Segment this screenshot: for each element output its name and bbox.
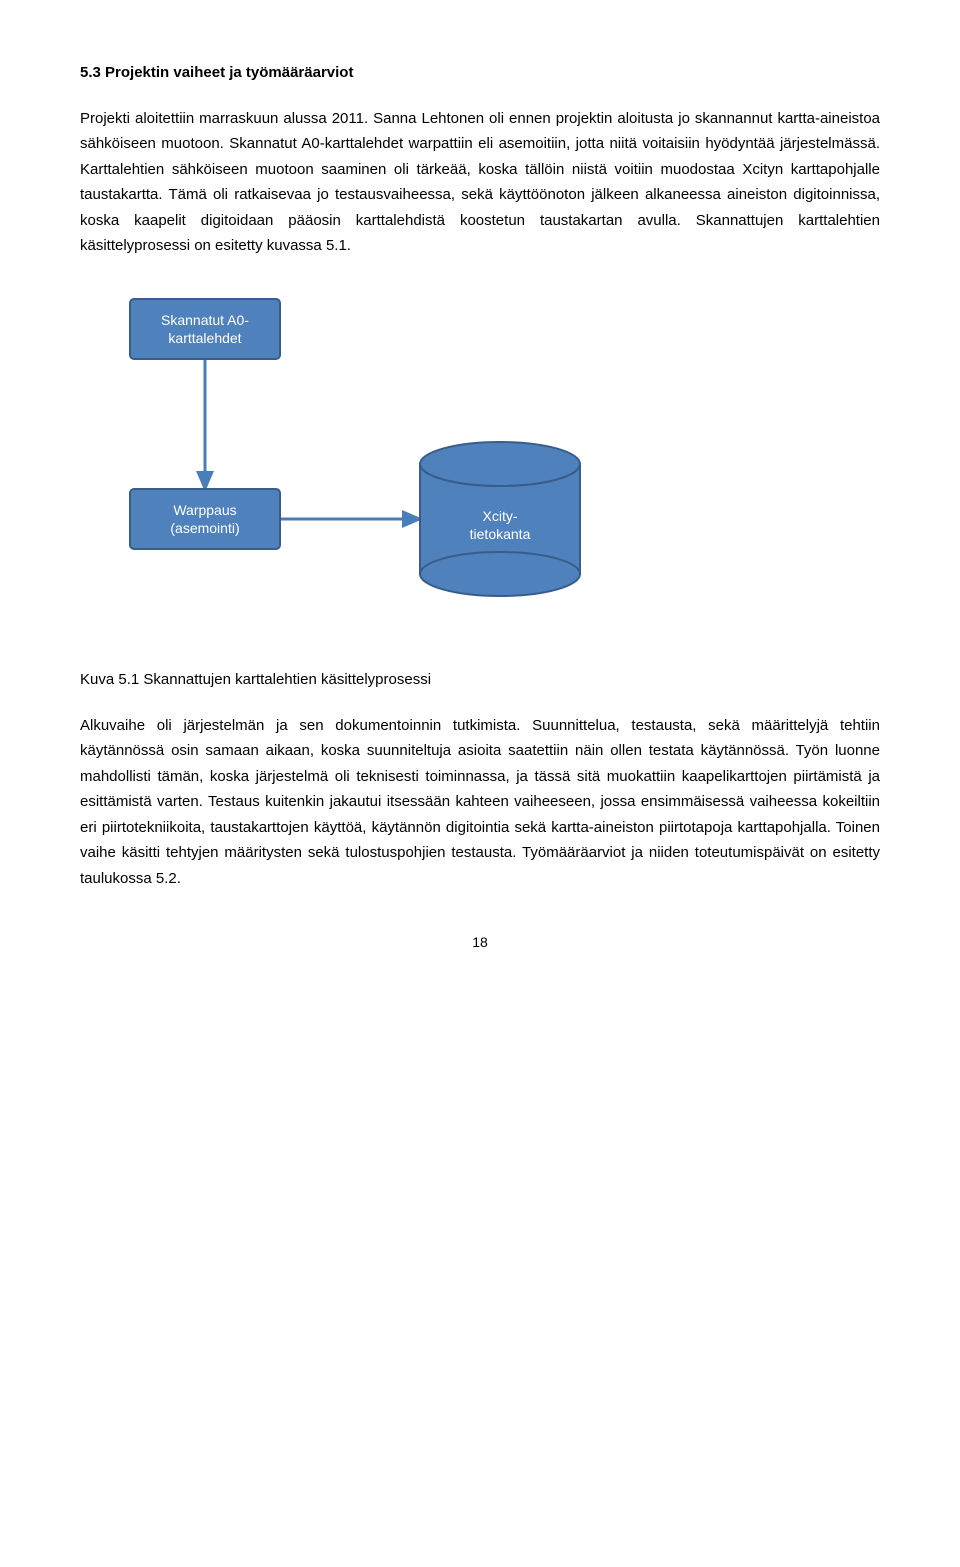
svg-text:karttalehdet: karttalehdet	[168, 330, 241, 346]
section-heading: 5.3 Projektin vaiheet ja työmääräarviot	[80, 60, 880, 86]
paragraph-1: Projekti aloitettiin marraskuun alussa 2…	[80, 106, 880, 259]
figure-caption: Kuva 5.1 Skannattujen karttalehtien käsi…	[80, 667, 880, 693]
flowchart-diagram: Skannatut A0- karttalehdet Warppaus (asemoi…	[80, 289, 880, 618]
svg-text:Warppaus: Warppaus	[173, 502, 236, 518]
paragraph-2: Alkuvaihe oli järjestelmän ja sen dokume…	[80, 713, 880, 892]
flowchart-svg: Skannatut A0- karttalehdet Warppaus (asemoi…	[80, 289, 640, 609]
svg-text:(asemointi): (asemointi)	[170, 520, 239, 536]
page-number: 18	[80, 931, 880, 955]
svg-text:Skannatut A0-: Skannatut A0-	[161, 312, 249, 328]
svg-text:tietokanta: tietokanta	[470, 526, 531, 542]
svg-text:Xcity-: Xcity-	[483, 508, 518, 524]
